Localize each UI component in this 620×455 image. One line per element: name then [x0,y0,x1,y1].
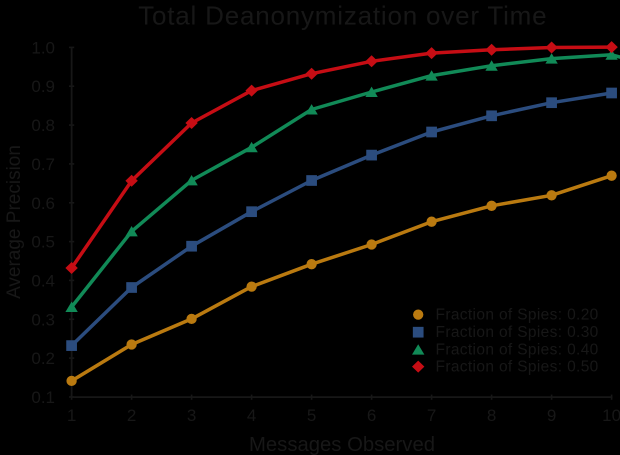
svg-text:1: 1 [67,406,76,425]
svg-text:2: 2 [127,406,136,425]
svg-text:0.9: 0.9 [31,77,55,96]
svg-text:Messages Observed: Messages Observed [249,434,435,455]
svg-text:7: 7 [427,406,436,425]
svg-text:10: 10 [602,406,620,425]
svg-text:1.0: 1.0 [31,38,55,57]
svg-text:6: 6 [367,406,376,425]
svg-text:0.2: 0.2 [31,349,55,368]
svg-text:0.7: 0.7 [31,155,55,174]
svg-text:0.3: 0.3 [31,310,55,329]
svg-text:Fraction of Spies: 0.20: Fraction of Spies: 0.20 [436,307,599,324]
svg-text:0.1: 0.1 [31,388,55,407]
svg-text:Total Deanonymization over Tim: Total Deanonymization over Time [138,1,547,31]
svg-text:0.5: 0.5 [31,233,55,252]
svg-text:9: 9 [547,406,556,425]
svg-text:5: 5 [307,406,316,425]
svg-text:Fraction of Spies: 0.30: Fraction of Spies: 0.30 [436,324,599,341]
svg-text:Average Precision: Average Precision [4,145,25,299]
svg-text:Fraction of Spies: 0.40: Fraction of Spies: 0.40 [436,342,599,359]
svg-text:8: 8 [487,406,496,425]
svg-text:0.8: 0.8 [31,116,55,135]
svg-text:0.4: 0.4 [31,271,55,290]
svg-text:Fraction of Spies: 0.50: Fraction of Spies: 0.50 [436,359,599,376]
svg-text:4: 4 [247,406,256,425]
svg-text:0.6: 0.6 [31,194,55,213]
svg-text:3: 3 [187,406,196,425]
